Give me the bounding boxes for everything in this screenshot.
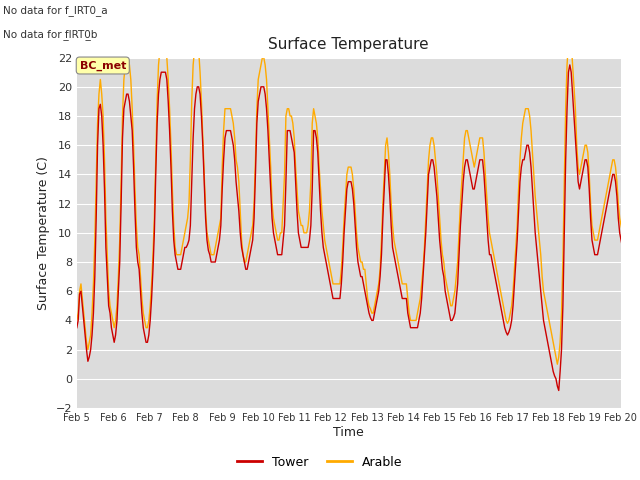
- Text: BC_met: BC_met: [79, 60, 126, 71]
- Legend: Tower, Arable: Tower, Arable: [232, 451, 408, 474]
- Text: No data for f_IRT0_a: No data for f_IRT0_a: [3, 5, 108, 16]
- Y-axis label: Surface Temperature (C): Surface Temperature (C): [37, 156, 50, 310]
- X-axis label: Time: Time: [333, 426, 364, 439]
- Title: Surface Temperature: Surface Temperature: [269, 37, 429, 52]
- Text: No data for f̲IRT0̲b: No data for f̲IRT0̲b: [3, 29, 97, 40]
